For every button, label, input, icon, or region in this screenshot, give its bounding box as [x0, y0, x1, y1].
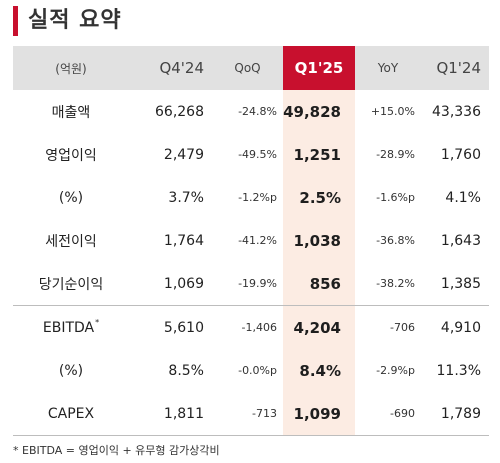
yoy-header: YoY — [355, 46, 421, 90]
qoq-value: -49.5% — [238, 148, 277, 161]
q1-24-value: 1,789 — [421, 392, 489, 436]
table-row: 당기순이익 1,069 -19.9% 856 -38.2% 1,385 — [13, 262, 489, 306]
table-row: 매출액 66,268 -24.8% 49,828 +15.0% 43,336 — [13, 90, 489, 133]
row-label-text: EBITDA — [42, 319, 95, 336]
qoq-header: QoQ — [212, 46, 283, 90]
qoq-value: -1.2%p — [238, 191, 277, 204]
q1-25-header: Q1'25 — [283, 46, 355, 90]
q4-24-value: 1,069 — [163, 275, 204, 292]
q1-24-value: 1,643 — [440, 232, 481, 249]
yoy-value: -690 — [355, 392, 421, 436]
table-row: (%) 8.5% -0.0%p 8.4% -2.9%p 11.3% — [13, 349, 489, 392]
q1-24-value: 4.1% — [445, 189, 481, 206]
q1-24-value: 11.3% — [436, 362, 481, 379]
unit-header: (억원) — [13, 46, 129, 90]
q1-25-value: 1,251 — [283, 133, 355, 176]
q1-25-value: 1,038 — [283, 219, 355, 262]
yoy-value: -38.2% — [376, 277, 415, 290]
row-label: CAPEX — [13, 392, 129, 436]
table-row: EBITDA* 5,610 -1,406 4,204 -706 4,910 — [13, 305, 489, 349]
table-row: (%) 3.7% -1.2%p 2.5% -1.6%p 4.1% — [13, 176, 489, 219]
q4-24-value: 5,610 — [129, 305, 212, 349]
yoy-value: -1.6%p — [376, 191, 415, 204]
q4-24-value: 2,479 — [163, 146, 204, 163]
q1-25-value: 856 — [283, 262, 355, 306]
earnings-summary-table: (억원) Q4'24 QoQ Q1'25 YoY Q1'24 매출액 66,26… — [13, 46, 489, 436]
title-accent-bar — [13, 6, 18, 36]
q1-25-value: 49,828 — [283, 90, 355, 133]
q1-24-value: 1,760 — [440, 146, 481, 163]
q1-24-value: 43,336 — [432, 103, 481, 120]
q4-24-value: 1,764 — [163, 232, 204, 249]
row-label: 영업이익 — [45, 147, 97, 164]
page-title: 실적 요약 — [28, 8, 122, 33]
qoq-value: -19.9% — [238, 277, 277, 290]
q1-25-value: 8.4% — [283, 349, 355, 392]
row-label: 당기순이익 — [38, 276, 104, 293]
q4-24-value: 8.5% — [168, 362, 204, 379]
yoy-value: -706 — [355, 305, 421, 349]
q4-24-value: 66,268 — [155, 103, 204, 120]
q4-24-value: 1,811 — [129, 392, 212, 436]
qoq-value: -0.0%p — [238, 364, 277, 377]
row-label: 매출액 — [51, 104, 91, 121]
yoy-value: +15.0% — [370, 105, 415, 118]
yoy-value: -28.9% — [376, 148, 415, 161]
q4-24-header: Q4'24 — [129, 46, 212, 90]
q1-25-value: 2.5% — [283, 176, 355, 219]
q4-24-value: 3.7% — [168, 189, 204, 206]
footnote-marker: * — [95, 317, 100, 327]
yoy-value: -2.9%p — [376, 364, 415, 377]
qoq-value: -1,406 — [212, 305, 283, 349]
q1-25-value: 4,204 — [283, 305, 355, 349]
qoq-value: -41.2% — [238, 234, 277, 247]
qoq-value: -713 — [212, 392, 283, 436]
table-row: 세전이익 1,764 -41.2% 1,038 -36.8% 1,643 — [13, 219, 489, 262]
q1-24-value: 4,910 — [421, 305, 489, 349]
qoq-value: -24.8% — [238, 105, 277, 118]
q1-24-header: Q1'24 — [421, 46, 489, 90]
row-label: 세전이익 — [45, 233, 97, 250]
yoy-value: -36.8% — [376, 234, 415, 247]
table-row: CAPEX 1,811 -713 1,099 -690 1,789 — [13, 392, 489, 436]
row-label: (%) — [58, 362, 84, 379]
footnote: * EBITDA = 영업이익 + 유무형 감가상각비 — [13, 444, 220, 457]
q1-25-value: 1,099 — [283, 392, 355, 436]
row-label: (%) — [58, 189, 84, 206]
table-header-row: (억원) Q4'24 QoQ Q1'25 YoY Q1'24 — [13, 46, 489, 90]
table-row: 영업이익 2,479 -49.5% 1,251 -28.9% 1,760 — [13, 133, 489, 176]
row-label: EBITDA* — [13, 305, 129, 349]
q1-24-value: 1,385 — [440, 275, 481, 292]
